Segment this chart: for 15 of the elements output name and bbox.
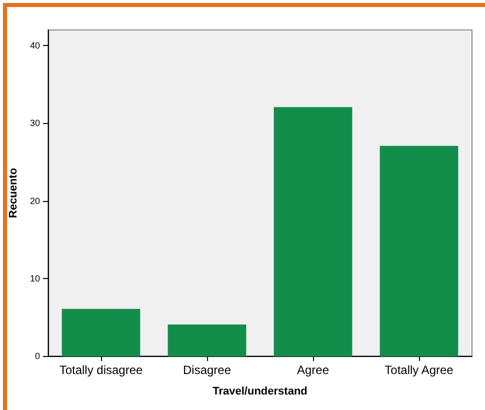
- bar: [380, 146, 458, 356]
- x-axis-title: Travel/understand: [212, 386, 308, 398]
- y-axis-title: Recuento: [8, 168, 20, 218]
- x-tick-label: Disagree: [182, 363, 232, 377]
- x-tick-label: Totally Agree: [384, 363, 454, 377]
- bar: [168, 324, 246, 356]
- bar: [274, 107, 352, 356]
- y-tick-label: 20: [30, 196, 40, 206]
- y-tick-label: 10: [30, 273, 40, 284]
- x-tick-label: Totally disagree: [59, 363, 144, 377]
- y-tick-label: 0: [34, 351, 40, 361]
- bar: [62, 308, 140, 356]
- y-tick-label: 40: [30, 40, 40, 51]
- x-tick-label: Agree: [296, 363, 330, 377]
- y-tick-label: 30: [30, 118, 40, 128]
